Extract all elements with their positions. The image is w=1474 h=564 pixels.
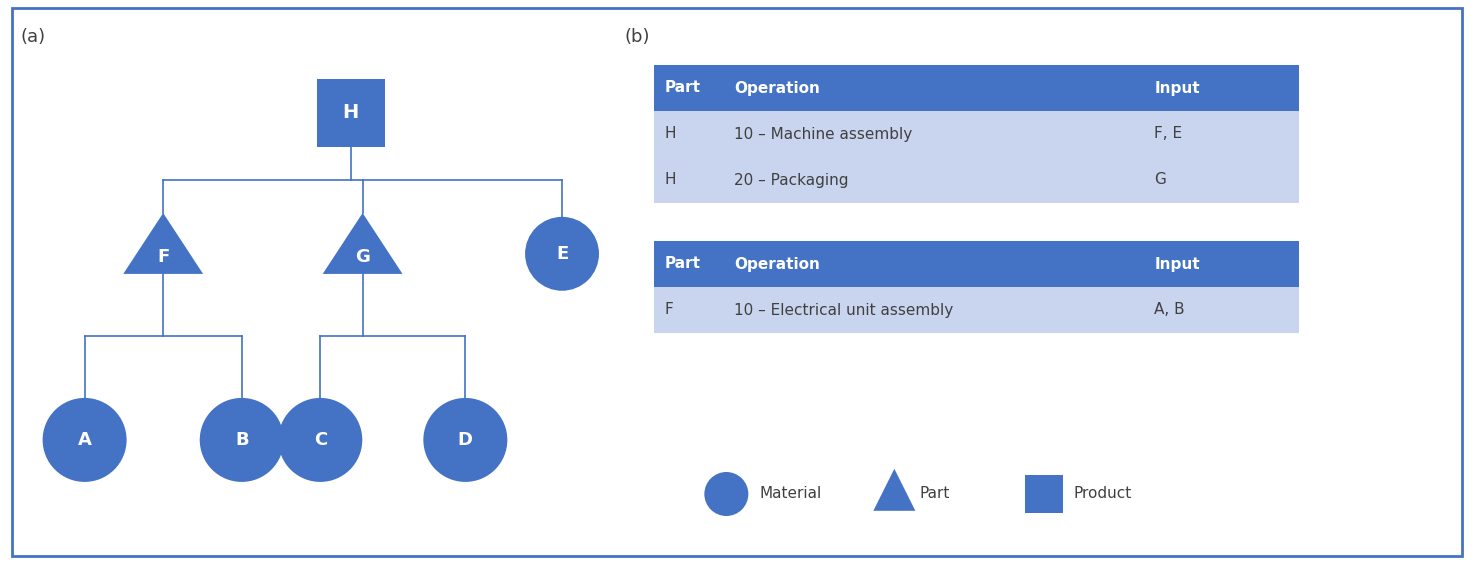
Circle shape: [43, 398, 127, 482]
FancyBboxPatch shape: [724, 241, 1144, 287]
FancyBboxPatch shape: [1144, 287, 1300, 333]
Text: G: G: [1154, 173, 1166, 187]
Polygon shape: [124, 213, 203, 274]
FancyBboxPatch shape: [654, 287, 724, 333]
Circle shape: [423, 398, 507, 482]
FancyBboxPatch shape: [654, 157, 724, 203]
Text: F: F: [665, 302, 674, 318]
Text: Product: Product: [1073, 487, 1132, 501]
FancyBboxPatch shape: [1144, 157, 1300, 203]
Text: 10 – Electrical unit assembly: 10 – Electrical unit assembly: [734, 302, 954, 318]
Text: H: H: [665, 173, 677, 187]
Text: H: H: [342, 103, 358, 122]
Text: H: H: [665, 126, 677, 142]
FancyBboxPatch shape: [724, 287, 1144, 333]
Text: (b): (b): [625, 28, 650, 46]
Text: A: A: [78, 431, 91, 449]
Text: Operation: Operation: [734, 257, 820, 271]
FancyBboxPatch shape: [654, 111, 724, 157]
Text: Material: Material: [759, 487, 821, 501]
Text: C: C: [314, 431, 327, 449]
Circle shape: [200, 398, 283, 482]
Text: D: D: [458, 431, 473, 449]
FancyBboxPatch shape: [654, 241, 724, 287]
FancyBboxPatch shape: [1144, 241, 1300, 287]
FancyBboxPatch shape: [724, 111, 1144, 157]
Text: Operation: Operation: [734, 81, 820, 95]
FancyBboxPatch shape: [317, 79, 385, 147]
Text: F, E: F, E: [1154, 126, 1182, 142]
FancyBboxPatch shape: [1026, 475, 1063, 513]
Text: Part: Part: [920, 487, 949, 501]
FancyBboxPatch shape: [1144, 111, 1300, 157]
FancyBboxPatch shape: [724, 65, 1144, 111]
Circle shape: [705, 472, 749, 516]
Polygon shape: [323, 213, 402, 274]
Text: Input: Input: [1154, 81, 1200, 95]
Polygon shape: [873, 469, 915, 511]
Text: 20 – Packaging: 20 – Packaging: [734, 173, 849, 187]
FancyBboxPatch shape: [724, 157, 1144, 203]
Text: Part: Part: [665, 257, 700, 271]
FancyBboxPatch shape: [1144, 65, 1300, 111]
Text: Part: Part: [665, 81, 700, 95]
Text: E: E: [556, 245, 567, 263]
Text: G: G: [355, 248, 370, 266]
Circle shape: [525, 217, 598, 291]
Text: B: B: [234, 431, 249, 449]
Circle shape: [279, 398, 363, 482]
Text: Input: Input: [1154, 257, 1200, 271]
FancyBboxPatch shape: [654, 65, 724, 111]
Text: 10 – Machine assembly: 10 – Machine assembly: [734, 126, 912, 142]
Text: A, B: A, B: [1154, 302, 1185, 318]
Text: F: F: [158, 248, 170, 266]
Text: (a): (a): [21, 28, 46, 46]
